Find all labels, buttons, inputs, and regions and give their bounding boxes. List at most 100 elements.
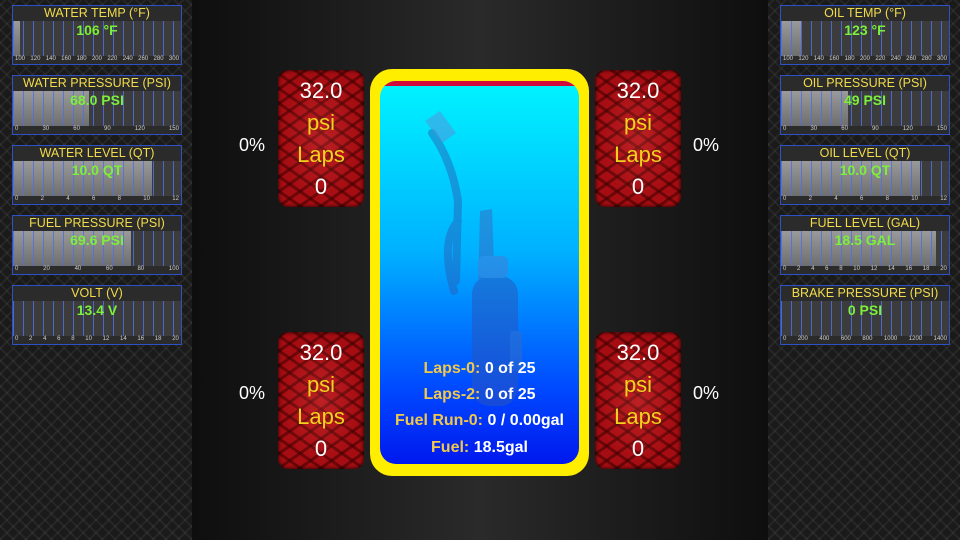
gauge-scale-tick: 260: [138, 56, 149, 62]
gauge-scale-tick: 300: [936, 56, 947, 62]
tire-rear-right[interactable]: 32.0 psi Laps 0: [595, 332, 681, 469]
gauge-oil-pressure: OIL PRESSURE (PSI) 49 PSI 0 30 60 90 120 150: [780, 75, 950, 135]
gauge-scale-tick: 280: [153, 56, 164, 62]
gauge-title: OIL LEVEL (QT): [819, 146, 911, 160]
gauge-scale-tick: 120: [902, 126, 913, 132]
gauge-scale-tick: 0: [783, 336, 787, 342]
gauge-scale-tick: 10: [85, 336, 92, 342]
gauge-scale-tick: 30: [810, 126, 818, 132]
tire-front-right-percent: 0%: [693, 135, 720, 155]
gauge-scale-tick: 180: [844, 56, 855, 62]
tire-laps-label: Laps: [297, 404, 345, 429]
gauge-scale-tick: 2: [797, 266, 801, 272]
gauge-scale-tick: 8: [71, 336, 75, 342]
gauge-title: WATER TEMP (°F): [44, 6, 150, 20]
gauge-scale: 0 200 400 600 800 1000 1200 1400: [783, 335, 947, 343]
gauge-scale-tick: 18: [922, 266, 930, 272]
gauge-scale: 0 2 4 6 8 10 12 14 16 18 20: [15, 335, 179, 343]
gauge-scale: 0 20 40 60 80 100: [15, 265, 179, 273]
gauge-scale-tick: 800: [862, 336, 873, 342]
tire-front-left-percent: 0%: [239, 135, 266, 155]
gauge-scale-tick: 150: [936, 126, 947, 132]
gauge-scale-tick: 0: [15, 336, 19, 342]
gauge-scale: 0 30 60 90 120 150: [15, 125, 179, 133]
gauge-value: 106 °F: [76, 22, 118, 38]
gauge-value: 68.0 PSI: [70, 92, 124, 108]
gauge-value: 10.0 QT: [71, 162, 123, 178]
car-fuel-run-value: 0 / 0.00gal: [487, 412, 564, 429]
gauge-scale-tick: 8: [885, 196, 889, 202]
gauge-scale-tick: 90: [872, 126, 879, 132]
gauge-scale-tick: 6: [57, 336, 61, 342]
gauge-fuel-pressure: FUEL PRESSURE (PSI) 69.6 PSI 0 20 40 60 80 10…: [12, 215, 182, 275]
gauge-scale-tick: 12: [172, 196, 179, 202]
gauge-scale-tick: 200: [859, 56, 870, 62]
car-fuel: Fuel: 18.5gal: [380, 439, 579, 457]
gauge-scale-tick: 220: [107, 56, 118, 62]
gauge-scale-tick: 160: [829, 56, 840, 62]
gauge-scale-tick: 1000: [883, 336, 898, 342]
tire-pressure-unit: psi: [306, 110, 336, 135]
gauge-scale-tick: 240: [890, 56, 901, 62]
tire-pressure: 32.0: [299, 340, 343, 365]
gauge-scale-tick: 2: [29, 336, 33, 342]
gauge-scale: 0 2 4 6 8 10 12 14 16 18 20: [783, 265, 947, 273]
gauge-scale-tick: 0: [783, 266, 787, 272]
tire-pressure: 32.0: [616, 78, 660, 103]
gauge-scale-tick: 8: [117, 196, 121, 202]
gauge-scale: 0 30 60 90 120 150: [783, 125, 947, 133]
tire-front-left[interactable]: 32.0 psi Laps 0: [278, 70, 364, 207]
gauge-water-temp: WATER TEMP (°F) 106 °F 100 120 140 160 180 20…: [12, 5, 182, 65]
tire-laps-label: Laps: [614, 404, 662, 429]
gauge-scale-tick: 10: [911, 196, 918, 202]
gauge-brake-pressure: BRAKE PRESSURE (PSI) 0 PSI 0 200 400 600 800…: [780, 285, 950, 345]
gauge-scale-tick: 200: [91, 56, 102, 62]
gauge-scale-tick: 260: [906, 56, 917, 62]
car-laps-2: Laps-2: 0 of 25: [380, 386, 579, 404]
gauge-water-level: WATER LEVEL (QT) 10.0 QT 0 2 4 6 8 10 12: [12, 145, 182, 205]
gauge-scale-tick: 400: [819, 336, 830, 342]
gauge-scale-tick: 6: [859, 196, 864, 202]
tire-laps-count: 0: [314, 174, 328, 199]
gauge-title: WATER LEVEL (QT): [39, 146, 155, 160]
gauge-scale-tick: 160: [61, 56, 72, 62]
gauge-scale-tick: 4: [43, 336, 47, 342]
gauge-scale-tick: 60: [73, 126, 80, 132]
gauge-scale-tick: 60: [841, 126, 848, 132]
tire-pressure-unit: psi: [306, 372, 336, 397]
tire-rear-right-percent: 0%: [693, 383, 720, 403]
gauge-scale-tick: 2: [808, 196, 812, 202]
gauge-scale-tick: 40: [74, 266, 82, 272]
gauge-scale-tick: 100: [783, 56, 794, 62]
gauge-scale-tick: 200: [797, 336, 808, 342]
car-panel-topbar: [380, 81, 579, 86]
gauge-scale-tick: 16: [905, 266, 913, 272]
gauge-oil-temp: OIL TEMP (°F) 123 °F 100 120 140 160 180 200 2…: [780, 5, 950, 65]
gauge-oil-level: OIL LEVEL (QT) 10.0 QT 0 2 4 6 8 10 12: [780, 145, 950, 205]
gauge-scale: 0 2 4 6 8 10 12: [15, 195, 179, 203]
tire-rear-left[interactable]: 32.0 psi Laps 0: [278, 332, 364, 469]
car-laps-2-value: 0 of 25: [484, 386, 536, 403]
gauge-title: OIL TEMP (°F): [824, 6, 906, 20]
gauge-volt: VOLT (V) 13.4 V 0 2 4 6 8 10 12 14 16 18 20: [12, 285, 182, 345]
tire-laps-label: Laps: [614, 142, 662, 167]
gauge-scale-tick: 80: [137, 266, 145, 272]
gauge-scale-tick: 10: [143, 196, 150, 202]
tire-front-right[interactable]: 32.0 psi Laps 0: [595, 70, 681, 207]
gauge-scale-tick: 4: [66, 196, 70, 202]
tire-pressure: 32.0: [616, 340, 660, 365]
gauge-scale-tick: 300: [168, 56, 179, 62]
gauge-scale-tick: 120: [30, 56, 41, 62]
gauge-scale-tick: 140: [813, 56, 824, 62]
gauge-scale-tick: 150: [168, 126, 179, 132]
tire-laps-count: 0: [631, 436, 645, 461]
gauge-scale: 0 2 4 6 8 10 12: [783, 195, 947, 203]
gauge-value: 13.4 V: [76, 302, 118, 318]
gauge-scale-tick: 6: [825, 266, 829, 272]
gauge-scale-tick: 20: [940, 266, 947, 272]
gauge-scale-tick: 30: [42, 126, 50, 132]
fuel-jug-icon: [425, 111, 522, 406]
gauge-title: FUEL LEVEL (GAL): [809, 216, 921, 230]
gauge-scale-tick: 14: [120, 336, 127, 342]
gauge-scale-tick: 20: [43, 266, 50, 272]
